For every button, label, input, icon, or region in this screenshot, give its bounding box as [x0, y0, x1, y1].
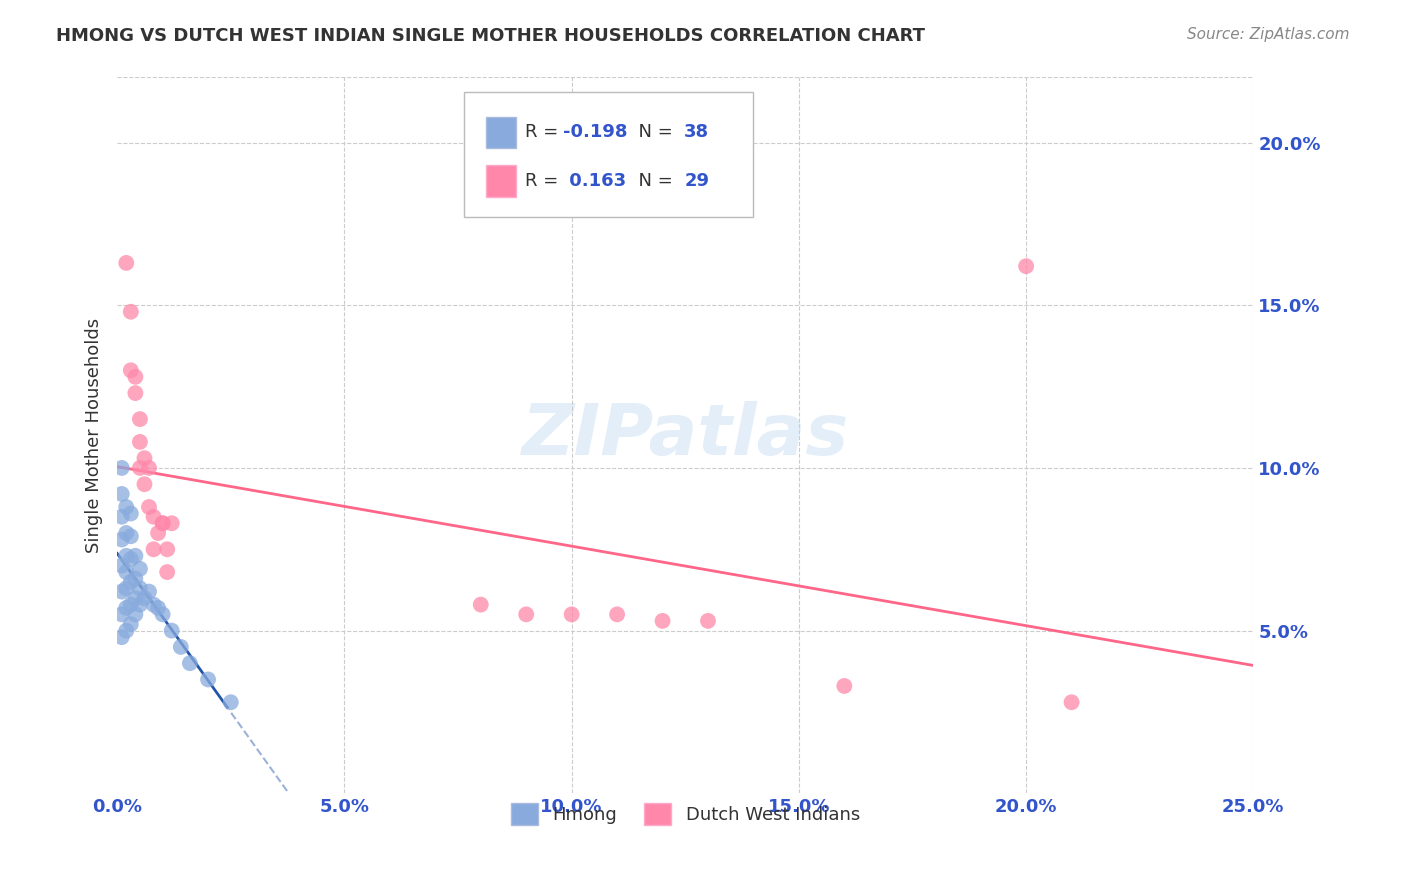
Point — [142, 509, 165, 524]
Point — [152, 516, 174, 531]
Text: R =: R = — [524, 123, 564, 141]
Point — [561, 607, 583, 622]
Point — [651, 614, 673, 628]
Point — [129, 434, 152, 449]
Point — [152, 516, 174, 531]
Point — [160, 516, 183, 531]
Y-axis label: Single Mother Households: Single Mother Households — [86, 318, 103, 553]
Point — [606, 607, 628, 622]
Point — [129, 412, 152, 426]
Point — [156, 542, 179, 557]
Point — [129, 582, 152, 596]
Point — [115, 624, 138, 638]
Point — [156, 565, 179, 579]
Text: 29: 29 — [685, 172, 709, 190]
Point — [120, 552, 142, 566]
Point — [115, 526, 138, 541]
Point — [124, 591, 146, 606]
Point — [1060, 695, 1083, 709]
FancyBboxPatch shape — [486, 165, 516, 197]
Point — [134, 451, 156, 466]
FancyBboxPatch shape — [464, 92, 754, 217]
Point — [197, 673, 219, 687]
Point — [697, 614, 720, 628]
Point — [138, 461, 160, 475]
Point — [138, 500, 160, 514]
Point — [111, 630, 134, 644]
Point — [115, 549, 138, 563]
Point — [111, 509, 134, 524]
Point — [129, 598, 152, 612]
Point — [160, 624, 183, 638]
Point — [115, 600, 138, 615]
Point — [115, 565, 138, 579]
Point — [219, 695, 242, 709]
Text: -0.198: -0.198 — [562, 123, 627, 141]
Point — [111, 487, 134, 501]
Point — [142, 598, 165, 612]
FancyBboxPatch shape — [486, 117, 516, 148]
Text: 0.163: 0.163 — [562, 172, 626, 190]
Text: HMONG VS DUTCH WEST INDIAN SINGLE MOTHER HOUSEHOLDS CORRELATION CHART: HMONG VS DUTCH WEST INDIAN SINGLE MOTHER… — [56, 27, 925, 45]
Text: N =: N = — [627, 123, 679, 141]
Point — [470, 598, 492, 612]
Point — [124, 572, 146, 586]
Point — [170, 640, 193, 654]
Point — [134, 477, 156, 491]
Point — [134, 591, 156, 606]
Point — [129, 562, 152, 576]
Point — [120, 598, 142, 612]
Point — [115, 582, 138, 596]
Text: 38: 38 — [685, 123, 709, 141]
Text: Source: ZipAtlas.com: Source: ZipAtlas.com — [1187, 27, 1350, 42]
Point — [115, 500, 138, 514]
Point — [124, 386, 146, 401]
Text: R =: R = — [524, 172, 564, 190]
Point — [120, 529, 142, 543]
Text: ZIPatlas: ZIPatlas — [522, 401, 849, 470]
Point — [115, 256, 138, 270]
Point — [120, 574, 142, 589]
Point — [120, 617, 142, 632]
Point — [142, 542, 165, 557]
Point — [124, 549, 146, 563]
Point — [138, 584, 160, 599]
Point — [111, 607, 134, 622]
Point — [111, 533, 134, 547]
Point — [152, 607, 174, 622]
Text: N =: N = — [627, 172, 679, 190]
Point — [120, 304, 142, 318]
Point — [129, 461, 152, 475]
Point — [124, 607, 146, 622]
Point — [111, 558, 134, 573]
Point — [111, 461, 134, 475]
Point — [120, 363, 142, 377]
Legend: Hmong, Dutch West Indians: Hmong, Dutch West Indians — [502, 795, 869, 834]
Point — [146, 526, 169, 541]
Point — [834, 679, 856, 693]
Point — [111, 584, 134, 599]
Point — [1015, 259, 1038, 273]
Point — [179, 656, 201, 670]
Point — [124, 369, 146, 384]
Point — [146, 600, 169, 615]
Point — [120, 507, 142, 521]
Point — [515, 607, 537, 622]
